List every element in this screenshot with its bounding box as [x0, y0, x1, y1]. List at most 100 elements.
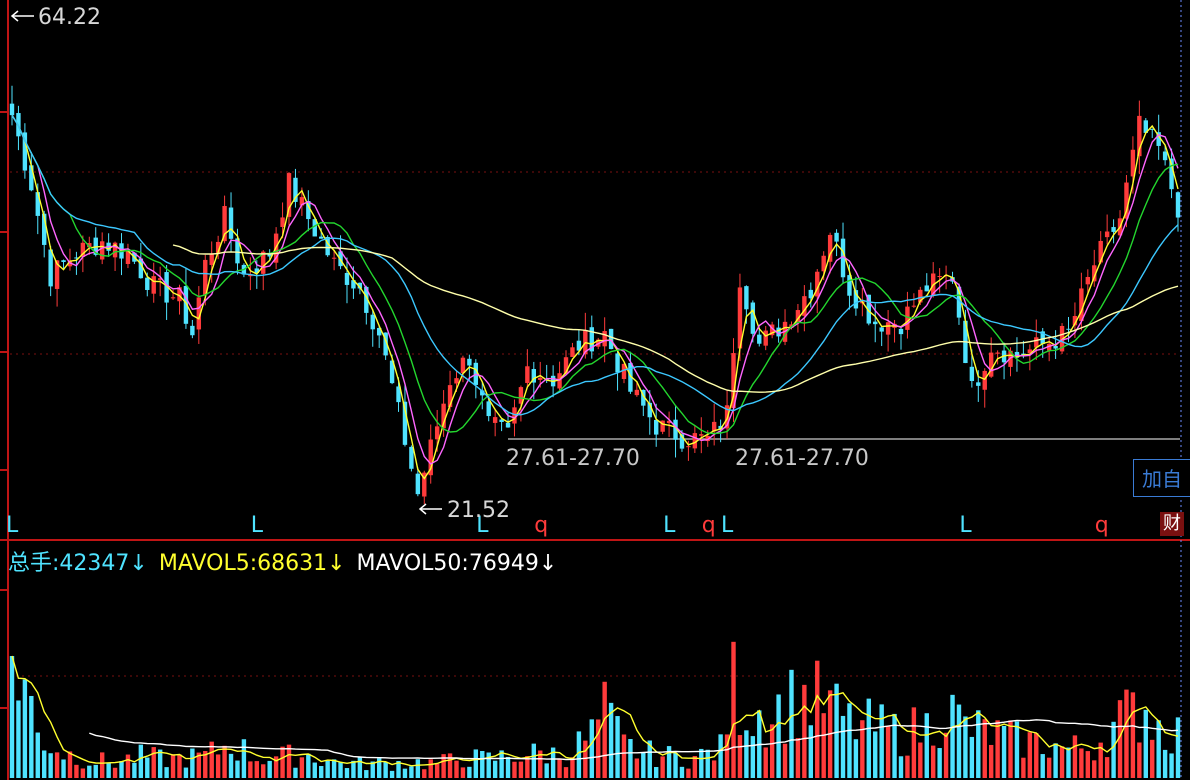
volume-header: 总手:42347↓ MAVOL5:68631↓ MAVOL50:76949↓ [8, 545, 561, 577]
volume-bar [42, 750, 47, 778]
volume-bar [177, 754, 182, 778]
candle [1124, 174, 1129, 228]
volume-bar [99, 752, 105, 778]
mavol50-label: MAVOL50: [356, 551, 469, 576]
volume-bar [1143, 709, 1148, 778]
volume-bar [653, 767, 659, 778]
volume-bar [789, 669, 794, 778]
ma-line-1 [11, 114, 1179, 480]
candle [351, 266, 356, 299]
volume-bar [467, 766, 472, 778]
volume-bar [744, 730, 749, 778]
volume-bar [35, 732, 40, 778]
candle [898, 326, 904, 350]
candle [54, 260, 60, 307]
volume-bar [769, 724, 775, 778]
volume-bar [873, 731, 878, 778]
volume-bar [1098, 742, 1103, 778]
volume-bar [74, 764, 79, 778]
volume-bar [1104, 757, 1110, 778]
candle [621, 363, 627, 384]
support-label-left: 27.61-27.70 [506, 446, 640, 471]
volume-bar [802, 684, 807, 778]
volume-bar [1072, 735, 1078, 778]
volume-bar [679, 766, 685, 778]
candle [557, 361, 562, 391]
volume-bar [969, 736, 975, 778]
volume-bar [48, 753, 53, 778]
volume-bars [9, 641, 1181, 778]
signal-marker: L [476, 513, 489, 538]
volume-bar [705, 749, 710, 778]
volume-bar [711, 760, 717, 778]
volume-bar [1156, 720, 1161, 778]
volume-bar [112, 767, 118, 778]
volume-bar [557, 758, 562, 778]
candle [570, 342, 575, 358]
volume-bar [892, 713, 897, 778]
candle [815, 269, 820, 314]
candle [402, 384, 408, 447]
signal-marker: L [959, 513, 972, 538]
candle [1001, 342, 1007, 380]
volume-bar [538, 750, 543, 778]
volume-bar [1124, 689, 1129, 778]
candle [306, 190, 311, 232]
candle [763, 325, 768, 351]
volume-bar [157, 749, 163, 778]
volume-bar [563, 767, 569, 778]
candle [415, 467, 421, 497]
candle [911, 293, 917, 308]
volume-bar [1001, 725, 1007, 778]
volume-bar [460, 767, 466, 778]
volume-bar [415, 759, 421, 778]
signal-marker: L [721, 513, 734, 538]
volume-bar [209, 741, 214, 778]
volume-bar [1130, 692, 1136, 778]
volume-bar [666, 746, 672, 778]
candle [22, 123, 28, 179]
candle [376, 325, 382, 348]
volume-bar [1085, 751, 1091, 778]
candle [641, 389, 646, 417]
candle [757, 327, 762, 347]
candle [995, 350, 1000, 365]
volume-bar [447, 753, 453, 778]
volume-bar [525, 756, 530, 778]
volume-bar [544, 763, 549, 778]
add-watchlist-button[interactable]: 加自 [1133, 459, 1190, 497]
volume-bar [570, 757, 575, 778]
candle [190, 319, 195, 339]
volume-bar [1092, 760, 1097, 778]
volume-bar [357, 756, 363, 778]
volume-bar [988, 744, 994, 778]
volume-bar [486, 752, 491, 778]
candle [293, 168, 298, 208]
candlesticks [9, 85, 1181, 505]
volume-bar [151, 747, 156, 778]
low-price-label: 21.52 [447, 498, 510, 523]
candle [924, 273, 929, 292]
candle [525, 349, 530, 388]
volume-bar [402, 768, 408, 778]
candle [331, 249, 337, 271]
candle [982, 368, 987, 408]
volume-bar [22, 679, 28, 778]
volume-bar [228, 753, 234, 778]
volume-bar [396, 760, 401, 778]
volume-bar [106, 762, 111, 778]
candle [460, 355, 466, 383]
signal-marker: L [6, 513, 19, 538]
candle [286, 172, 292, 226]
mavol50-line [89, 719, 1179, 761]
candle [409, 445, 414, 472]
volume-bar [164, 767, 169, 778]
candle [653, 403, 659, 447]
candle [943, 265, 949, 290]
volume-bar [731, 641, 736, 778]
finance-button[interactable]: 财 [1160, 512, 1184, 536]
volume-bar [550, 747, 556, 778]
volume-bar [480, 750, 485, 778]
